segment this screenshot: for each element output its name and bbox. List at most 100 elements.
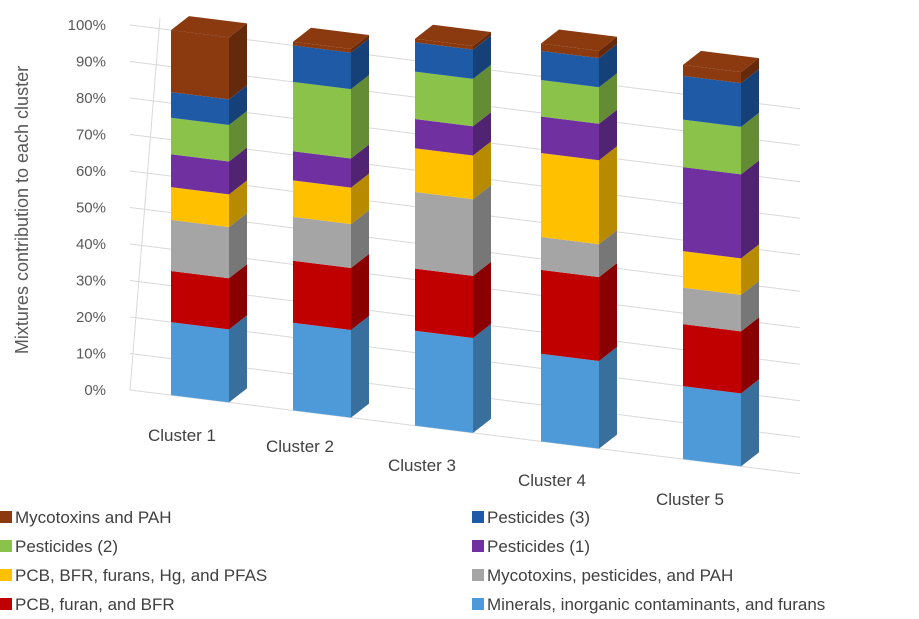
bar-segment <box>683 112 759 175</box>
bar-top-face <box>683 50 759 73</box>
bar-segment <box>541 44 617 88</box>
x-category-label: Cluster 3 <box>388 456 456 475</box>
bar-side-face <box>599 36 617 59</box>
bar-stack <box>541 29 617 449</box>
bar-segment <box>171 264 247 330</box>
bar-segment <box>683 69 759 127</box>
bar-segment <box>415 261 491 338</box>
bar-side-face <box>473 323 491 433</box>
bar-segment <box>683 379 759 467</box>
bar-side-face <box>229 180 247 228</box>
legend-item: Mycotoxins and PAH <box>0 508 172 527</box>
bar-side-face <box>741 160 759 259</box>
bar-front-face <box>683 64 741 84</box>
bars <box>171 16 759 467</box>
legend-label: Pesticides (1) <box>487 537 590 556</box>
bar-side-face <box>741 280 759 332</box>
bar-front-face <box>683 287 741 332</box>
bar-front-face <box>415 71 473 127</box>
bar-segment <box>171 85 247 125</box>
legend-swatch <box>0 540 12 552</box>
legend-swatch <box>472 511 484 523</box>
bar-side-face <box>351 75 369 159</box>
bar-segment <box>683 280 759 332</box>
y-axis-label: Mixtures contribution to each cluster <box>12 66 32 354</box>
y-tick-labels: 0% 10% 20% 30% 40% 50% 60% 70% 80% 90% 100% <box>68 17 106 399</box>
bar-side-face <box>351 38 369 90</box>
bar-side-face <box>351 34 369 53</box>
bar-front-face <box>171 187 229 228</box>
bar-segment <box>683 244 759 295</box>
bar-front-face <box>171 92 229 125</box>
bar-front-face <box>683 119 741 175</box>
bar-segment <box>541 109 617 161</box>
y-tick-label: 30% <box>76 273 106 290</box>
x-category-labels: Cluster 1 Cluster 2 Cluster 3 Cluster 4 Clus… <box>148 426 724 509</box>
bar-front-face <box>293 151 351 188</box>
bar-segment <box>541 347 617 449</box>
bar-segment <box>415 24 491 50</box>
bar-segment <box>171 180 247 228</box>
bar-front-face <box>415 192 473 276</box>
bar-front-face <box>171 154 229 195</box>
bar-segment <box>293 253 369 331</box>
bar-segment <box>293 27 369 53</box>
bar-stack <box>293 27 369 418</box>
bar-segment <box>683 160 759 259</box>
legend-item: Pesticides (1) <box>472 537 590 556</box>
bar-segment <box>293 75 369 159</box>
bar-side-face <box>741 58 759 84</box>
bar-segment <box>293 144 369 188</box>
bar-segment <box>541 73 617 124</box>
bar-top-face <box>171 16 247 38</box>
bar-front-face <box>541 116 599 161</box>
bar-side-face <box>229 110 247 162</box>
bar-front-face <box>293 45 351 90</box>
legend-swatch <box>0 598 12 610</box>
y-tick-label: 50% <box>76 200 106 217</box>
legend: Mycotoxins and PAH Pesticides (3) Pesticid… <box>0 508 825 614</box>
legend-swatch <box>0 569 12 581</box>
bar-front-face <box>541 80 599 124</box>
bar-segment <box>541 230 617 278</box>
bar-side-face <box>599 263 617 362</box>
bar-front-face <box>541 50 599 88</box>
bar-segment <box>171 110 247 162</box>
bar-side-face <box>229 315 247 403</box>
y-tick-label: 10% <box>76 346 106 363</box>
bar-front-face <box>683 386 741 467</box>
bar-side-face <box>351 144 369 188</box>
y-tick-label: 20% <box>76 309 106 326</box>
y-tick-label: 60% <box>76 163 106 180</box>
bar-front-face <box>171 117 229 162</box>
bar-front-face <box>415 268 473 338</box>
bar-top-face <box>415 24 491 46</box>
bar-front-face <box>415 148 473 200</box>
legend-item: PCB, BFR, furans, Hg, and PFAS <box>0 566 267 585</box>
bar-side-face <box>351 210 369 268</box>
bar-segment <box>415 112 491 156</box>
bar-side-face <box>741 69 759 127</box>
bar-side-face <box>473 31 491 50</box>
bar-side-face <box>473 261 491 338</box>
legend-item: Pesticides (2) <box>0 537 118 556</box>
side-wall-edge <box>129 17 161 391</box>
bar-side-face <box>599 44 617 88</box>
bar-segment <box>293 38 369 90</box>
bar-front-face <box>683 75 741 127</box>
bar-segment <box>171 315 247 403</box>
legend-label: Minerals, inorganic contaminants, and fu… <box>487 595 825 614</box>
bar-side-face <box>351 173 369 225</box>
y-tick-label: 80% <box>76 90 106 107</box>
legend-label: Mycotoxins and PAH <box>15 508 172 527</box>
bar-side-face <box>229 85 247 125</box>
bar-side-face <box>599 347 617 449</box>
bar-segment <box>293 173 369 225</box>
y-tick-label: 90% <box>76 54 106 71</box>
bar-side-face <box>473 64 491 127</box>
bar-side-face <box>229 213 247 279</box>
bar-segment <box>171 147 247 195</box>
bar-segment <box>293 316 369 418</box>
bar-front-face <box>293 322 351 418</box>
bar-segment <box>541 29 617 59</box>
